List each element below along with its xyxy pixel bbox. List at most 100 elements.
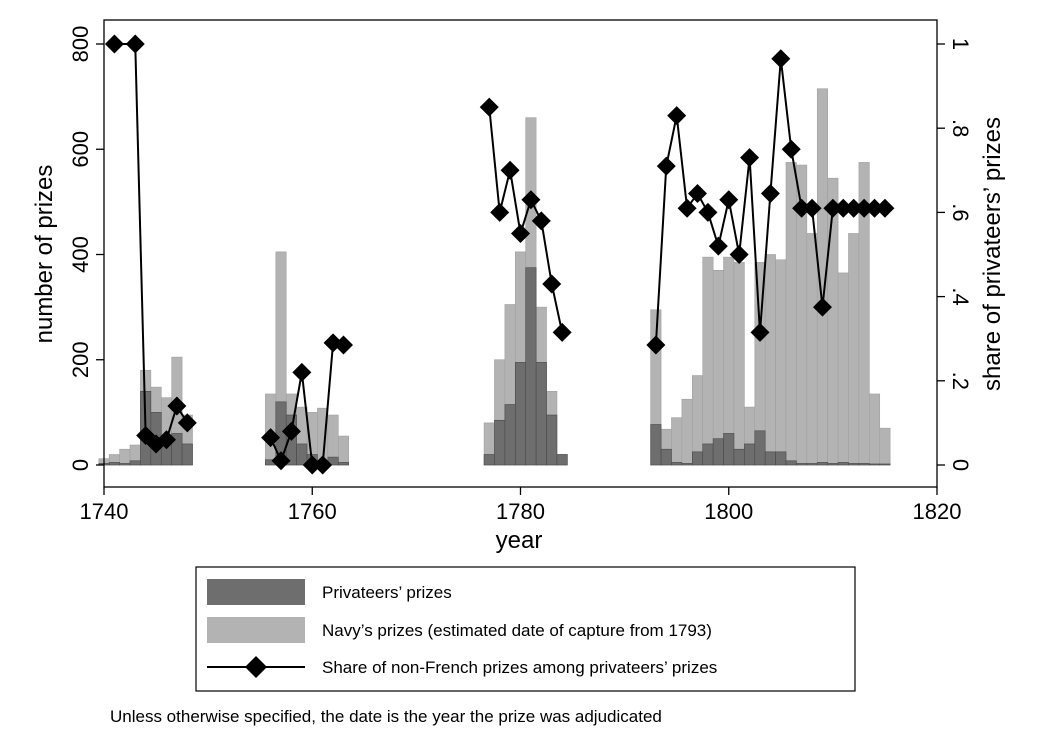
share-point: [719, 190, 739, 210]
privateer-bar: [504, 404, 516, 466]
navy-bar: [681, 398, 693, 466]
privateer-bar: [775, 451, 787, 466]
share-point: [261, 428, 281, 448]
x-tick-label: 1800: [704, 499, 753, 524]
privateer-bar: [660, 448, 672, 466]
share-point: [521, 190, 541, 210]
privateer-bar: [723, 433, 735, 466]
navy-bar: [337, 435, 349, 466]
share-point: [750, 322, 770, 342]
share-point: [823, 198, 843, 218]
share-point: [177, 413, 197, 433]
y-tick-label: 400: [68, 236, 93, 273]
y2-tick-label: .8: [948, 119, 973, 137]
share-point: [490, 202, 510, 222]
share-point: [167, 396, 187, 416]
navy-bar: [712, 269, 724, 466]
x-tick-label: 1760: [288, 499, 337, 524]
navy-bar: [837, 272, 849, 466]
privateer-bar: [712, 438, 724, 466]
share-point: [760, 183, 780, 203]
privateer-bar: [483, 454, 495, 466]
x-tick-label: 1820: [913, 499, 962, 524]
y2-tick-label: .6: [948, 203, 973, 221]
share-point: [156, 430, 176, 450]
navy-bar: [733, 262, 745, 466]
navy-bar: [702, 256, 714, 466]
share-point: [511, 223, 530, 243]
legend-label-share: Share of non-French prizes among private…: [322, 658, 717, 677]
share-point: [771, 49, 791, 69]
privateer-bar: [827, 463, 839, 466]
y-axis-title: number of prizes: [31, 165, 58, 344]
privateer-bar: [337, 462, 349, 466]
legend-swatch-share-marker: [245, 656, 267, 678]
x-axis-title: year: [496, 527, 543, 554]
share-point: [698, 202, 718, 222]
y-tick-label: 800: [68, 26, 93, 63]
share-point: [333, 335, 353, 355]
navy-bar: [827, 177, 839, 466]
share-point: [729, 245, 749, 264]
privateer-bar: [848, 463, 860, 466]
privateer-bar: [692, 451, 704, 466]
privateer-bar: [525, 267, 537, 466]
legend: Privateers’ prizes Navy’s prizes (estima…: [195, 566, 856, 692]
share-point: [781, 139, 801, 159]
navy-bar: [806, 233, 818, 466]
share-point: [479, 97, 499, 117]
navy-bar: [775, 259, 787, 466]
share-point: [104, 34, 124, 54]
share-point: [552, 322, 572, 342]
share-point: [531, 211, 551, 231]
navy-bar: [671, 417, 683, 466]
chart-note: Unless otherwise specified, the date is …: [110, 707, 662, 726]
legend-swatch-privateers: [207, 579, 305, 605]
privateer-bar: [494, 419, 506, 466]
share-point: [792, 198, 812, 218]
share-point: [844, 198, 864, 218]
legend-swatch-navy: [207, 617, 305, 643]
share-point: [708, 236, 728, 256]
privateer-bar: [129, 460, 141, 466]
y2-tick-label: 1: [948, 38, 973, 50]
legend-frame: [195, 566, 856, 692]
share-point: [292, 362, 312, 382]
privateer-bar: [671, 462, 683, 466]
privateer-bar: [119, 463, 131, 466]
privateer-bar: [702, 443, 714, 466]
privateer-bar: [806, 463, 818, 466]
navy-bar: [848, 233, 860, 466]
share-point: [865, 198, 885, 218]
navy-bars-series: [98, 88, 891, 466]
share-line-series: [104, 34, 895, 475]
y2-axis-title: share of privateers’ prizes: [979, 117, 1006, 391]
share-point: [667, 106, 687, 126]
y2-tick-label: 0: [948, 459, 973, 471]
share-point: [542, 274, 562, 294]
privateer-bar: [556, 454, 568, 466]
navy-bar: [764, 254, 776, 466]
privateer-bar: [744, 443, 756, 466]
y2-tick-label: .4: [948, 287, 973, 305]
y-tick-label: 0: [68, 459, 93, 471]
legend-label-navy: Navy’s prizes (estimated date of capture…: [322, 621, 712, 640]
privateer-bar: [650, 424, 662, 466]
navy-bar: [119, 448, 131, 466]
privateer-bar: [837, 462, 849, 466]
legend-label-privateers: Privateers’ prizes: [322, 583, 452, 602]
privateer-bar: [546, 414, 558, 466]
share-point: [500, 160, 520, 180]
privateer-bar: [754, 430, 766, 466]
privateer-bar: [296, 443, 308, 466]
privateer-bar: [879, 463, 891, 466]
privateer-bar: [858, 463, 870, 466]
share-point: [677, 198, 697, 218]
share-point: [646, 335, 666, 355]
share-point: [125, 34, 145, 54]
privateer-bar: [514, 362, 526, 466]
share-point: [802, 198, 822, 218]
x-tick-label: 1740: [80, 499, 129, 524]
y-tick-label: 200: [68, 341, 93, 378]
